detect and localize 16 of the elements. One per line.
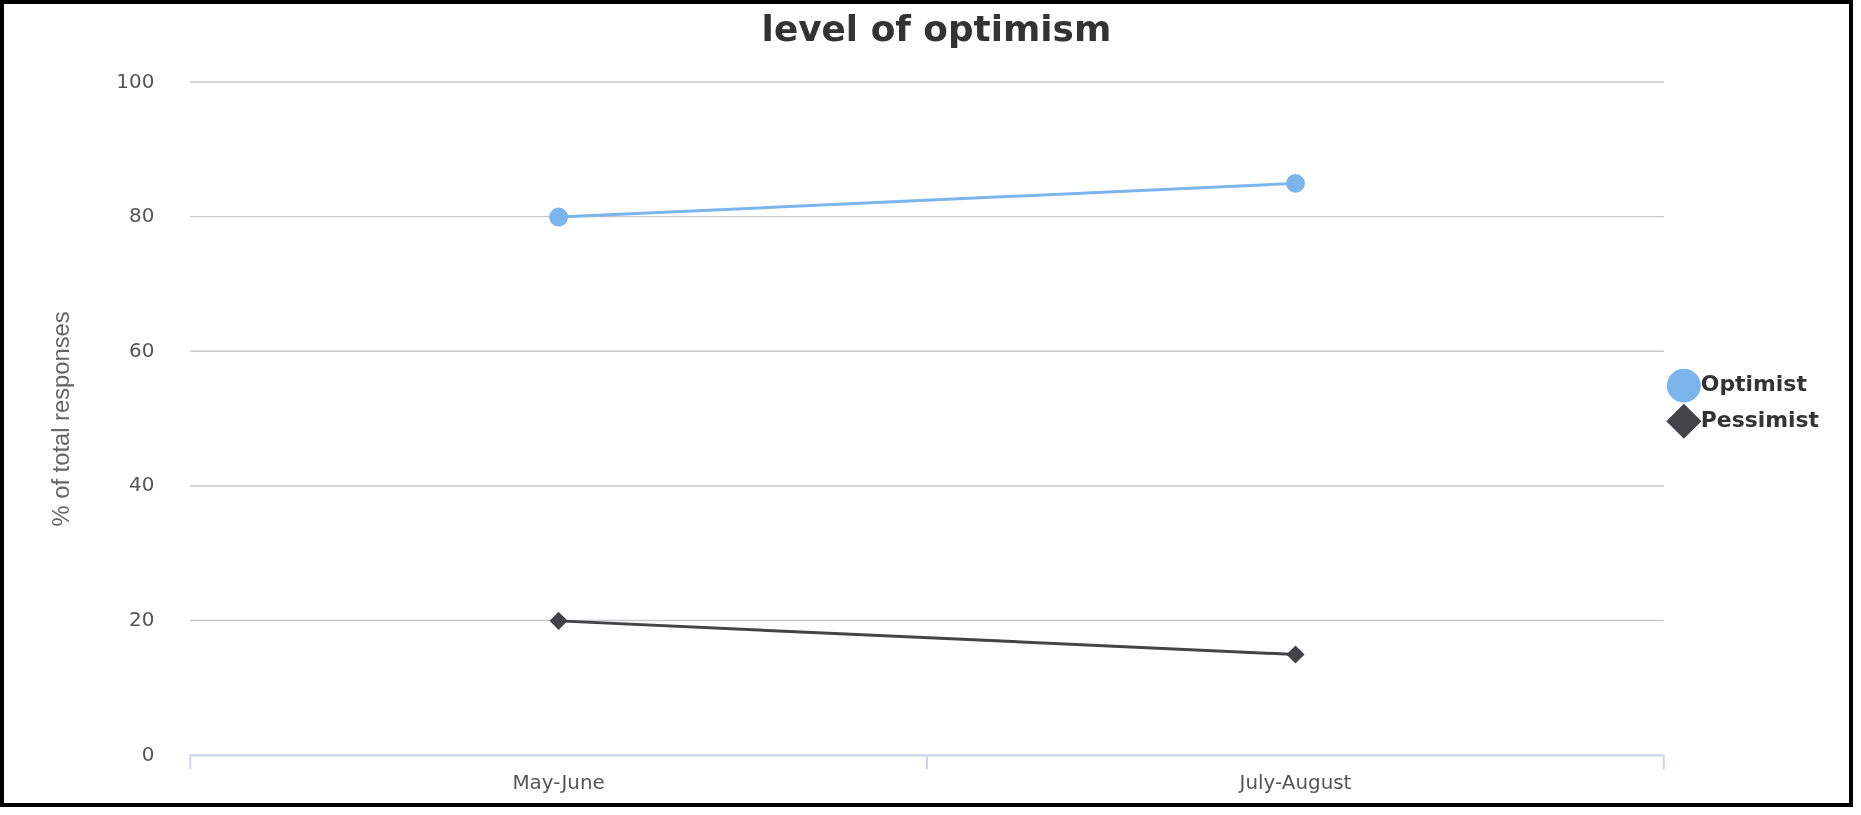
y-tick-label: 20 <box>128 608 155 631</box>
x-tick-label: July-August <box>1237 771 1352 795</box>
point <box>1286 173 1305 193</box>
x-tick-label: May-June <box>512 771 605 795</box>
y-tick-label: 100 <box>116 69 155 93</box>
legend-label: Pessimist <box>1700 407 1820 432</box>
y-tick-label: 40 <box>128 473 155 497</box>
chart-title: level of optimism <box>761 7 1112 49</box>
y-axis-title: % of total responses <box>46 311 74 527</box>
y-tick-label: 0 <box>141 742 155 766</box>
y-tick-label: 60 <box>128 338 155 362</box>
point <box>549 207 569 227</box>
point <box>1287 646 1304 663</box>
legend-label: Optimist <box>1700 371 1807 397</box>
point <box>550 612 568 630</box>
y-tick-label: 80 <box>128 204 155 228</box>
